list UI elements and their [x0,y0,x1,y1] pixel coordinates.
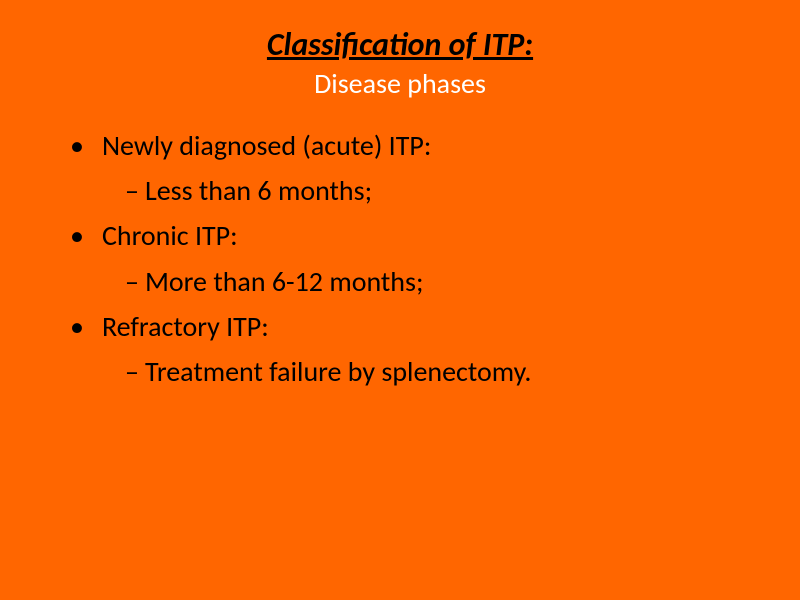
bullet-text: Newly diagnosed (acute) ITP: [102,126,431,165]
content-area: • Newly diagnosed (acute) ITP: – Less th… [50,126,750,391]
list-item: – Treatment failure by splenectomy. [125,352,750,391]
slide-container: Classification of ITP: Disease phases • … [0,0,800,600]
bullet-marker: • [70,216,84,255]
list-item: • Chronic ITP: [70,216,750,255]
dash-marker: – [125,352,139,391]
list-item: – More than 6-12 months; [125,262,750,301]
slide-subtitle: Disease phases [50,66,750,101]
bullet-text: Chronic ITP: [102,216,238,255]
dash-marker: – [125,262,139,301]
bullet-marker: • [70,126,84,165]
sub-text: More than 6-12 months; [145,262,424,301]
slide-title: Classification of ITP: [50,25,750,64]
dash-marker: – [125,171,139,210]
sub-text: Less than 6 months; [145,171,372,210]
list-item: • Refractory ITP: [70,307,750,346]
sub-text: Treatment failure by splenectomy. [145,352,532,391]
list-item: • Newly diagnosed (acute) ITP: [70,126,750,165]
bullet-marker: • [70,307,84,346]
list-item: – Less than 6 months; [125,171,750,210]
bullet-text: Refractory ITP: [102,307,269,346]
